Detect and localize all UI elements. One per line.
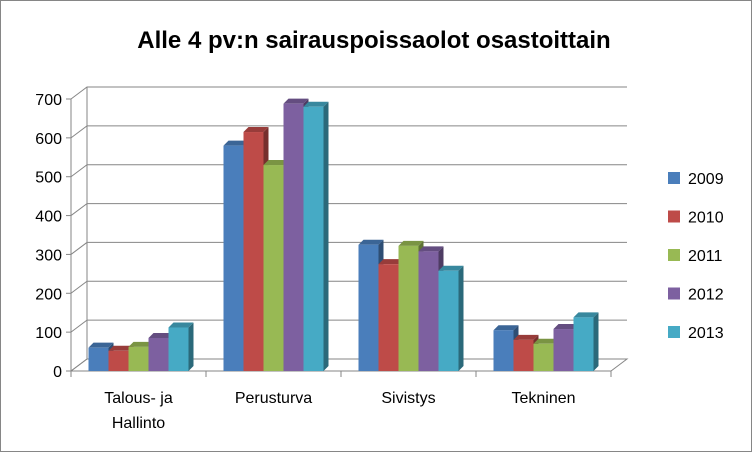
y-tick-label: 700 [35, 92, 62, 109]
bar-side [458, 265, 464, 371]
legend-label: 2013 [688, 325, 724, 342]
bar-front [553, 329, 574, 371]
legend-label: 2009 [688, 171, 724, 188]
x-tick-label-line: Talous- ja [104, 390, 173, 407]
bar-front [533, 343, 554, 371]
bar-top [88, 342, 114, 348]
bar-top [438, 265, 464, 271]
legend-item: 2010 [668, 210, 724, 227]
y-tick-label: 0 [53, 364, 62, 381]
bar-front [438, 270, 459, 371]
legend-item: 2013 [668, 325, 724, 342]
bar-top [398, 240, 424, 246]
legend-item: 2011 [668, 248, 723, 265]
bar-side [323, 101, 329, 372]
y-tick-label: 400 [35, 209, 62, 226]
gridline [70, 86, 627, 100]
bar [573, 312, 599, 371]
bar-top [358, 239, 384, 245]
bar-front [128, 346, 149, 371]
y-tick-label: 300 [35, 247, 62, 264]
y-tick-label: 200 [35, 286, 62, 303]
bar-front [513, 339, 534, 371]
bar-top [378, 259, 404, 265]
bar-top [223, 140, 249, 146]
y-tick-label: 500 [35, 170, 62, 187]
bar [303, 101, 329, 372]
bar-top [283, 98, 309, 104]
gridline [70, 280, 627, 294]
x-axis-ticks: Talous- ja Hallinto Perusturva Sivistys Tekn… [70, 371, 612, 432]
bar [168, 322, 194, 371]
bar-front [223, 145, 244, 371]
bar-top [168, 322, 194, 328]
bar [438, 265, 464, 371]
bar-top [533, 338, 559, 344]
plot-walls [70, 87, 629, 372]
bar-top [263, 160, 289, 166]
x-tick-label: Talous- ja Hallinto [104, 390, 173, 432]
bar-top [108, 345, 134, 351]
legend-label: 2010 [688, 210, 724, 227]
bar-front [283, 103, 304, 372]
legend-swatch [668, 210, 680, 223]
legend-swatch [668, 249, 680, 261]
bars [88, 98, 599, 372]
legend-item: 2009 [668, 171, 724, 188]
bar-front [358, 244, 379, 371]
legend-item: 2012 [668, 287, 724, 304]
x-tick-label-line: Perusturva [235, 390, 312, 407]
legend-label: 2012 [688, 287, 724, 304]
bar-top [573, 312, 599, 318]
bar-side [593, 312, 599, 371]
bar-front [398, 245, 419, 371]
bar-front [418, 251, 439, 371]
x-tick-label: Sivistys [381, 390, 435, 407]
bar-top [128, 341, 154, 347]
gridline [70, 241, 627, 255]
gridline [70, 164, 627, 178]
bar-front [573, 317, 594, 371]
bar-top [513, 334, 539, 340]
legend-swatch [668, 326, 680, 338]
bar-front [378, 264, 399, 371]
bar-top [148, 332, 174, 338]
x-tick-label: Perusturva [235, 390, 312, 407]
bar-front [493, 330, 514, 371]
chart-title: Alle 4 pv:n sairauspoissaolot osastoitta… [137, 27, 610, 54]
x-tick-label-line: Hallinto [112, 415, 165, 432]
bar-top [553, 324, 579, 330]
legend: 2009 2010 2011 2012 2013 [668, 171, 724, 342]
gridline [70, 125, 627, 139]
bar-front [148, 337, 169, 371]
y-tick-label: 600 [35, 131, 62, 148]
bar-top [493, 325, 519, 331]
y-tick-label: 100 [35, 325, 62, 342]
x-tick-label-line: Tekninen [511, 390, 575, 407]
y-axis-ticks: 0 100 200 300 400 500 600 700 [35, 92, 71, 381]
bar-side [188, 322, 194, 371]
legend-swatch [668, 172, 680, 184]
bar-top [303, 101, 329, 107]
x-tick-label-line: Sivistys [381, 390, 435, 407]
x-tick-label: Tekninen [511, 390, 575, 407]
gridlines [70, 86, 627, 372]
bar-top [418, 246, 444, 252]
bar-front [88, 347, 109, 371]
legend-label: 2011 [688, 248, 723, 265]
gridline [70, 203, 627, 216]
bar-front [108, 350, 129, 371]
bar-top [243, 127, 269, 133]
bar-front [168, 327, 189, 371]
bar-front [263, 165, 284, 371]
bar-front [303, 106, 324, 372]
back-wall-edge [70, 87, 88, 372]
legend-swatch [668, 287, 680, 300]
gridline [70, 319, 627, 333]
bar-front [243, 132, 264, 371]
